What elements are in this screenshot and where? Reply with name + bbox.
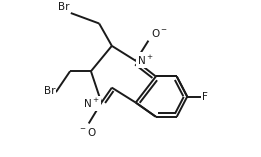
- Text: $^-$O: $^-$O: [79, 126, 97, 138]
- Text: N$^+$: N$^+$: [83, 97, 100, 110]
- Text: Br: Br: [58, 2, 69, 12]
- Text: Br: Br: [44, 86, 55, 96]
- Text: O$^-$: O$^-$: [151, 27, 168, 39]
- Text: N$^+$: N$^+$: [137, 54, 154, 67]
- Text: F: F: [202, 92, 208, 102]
